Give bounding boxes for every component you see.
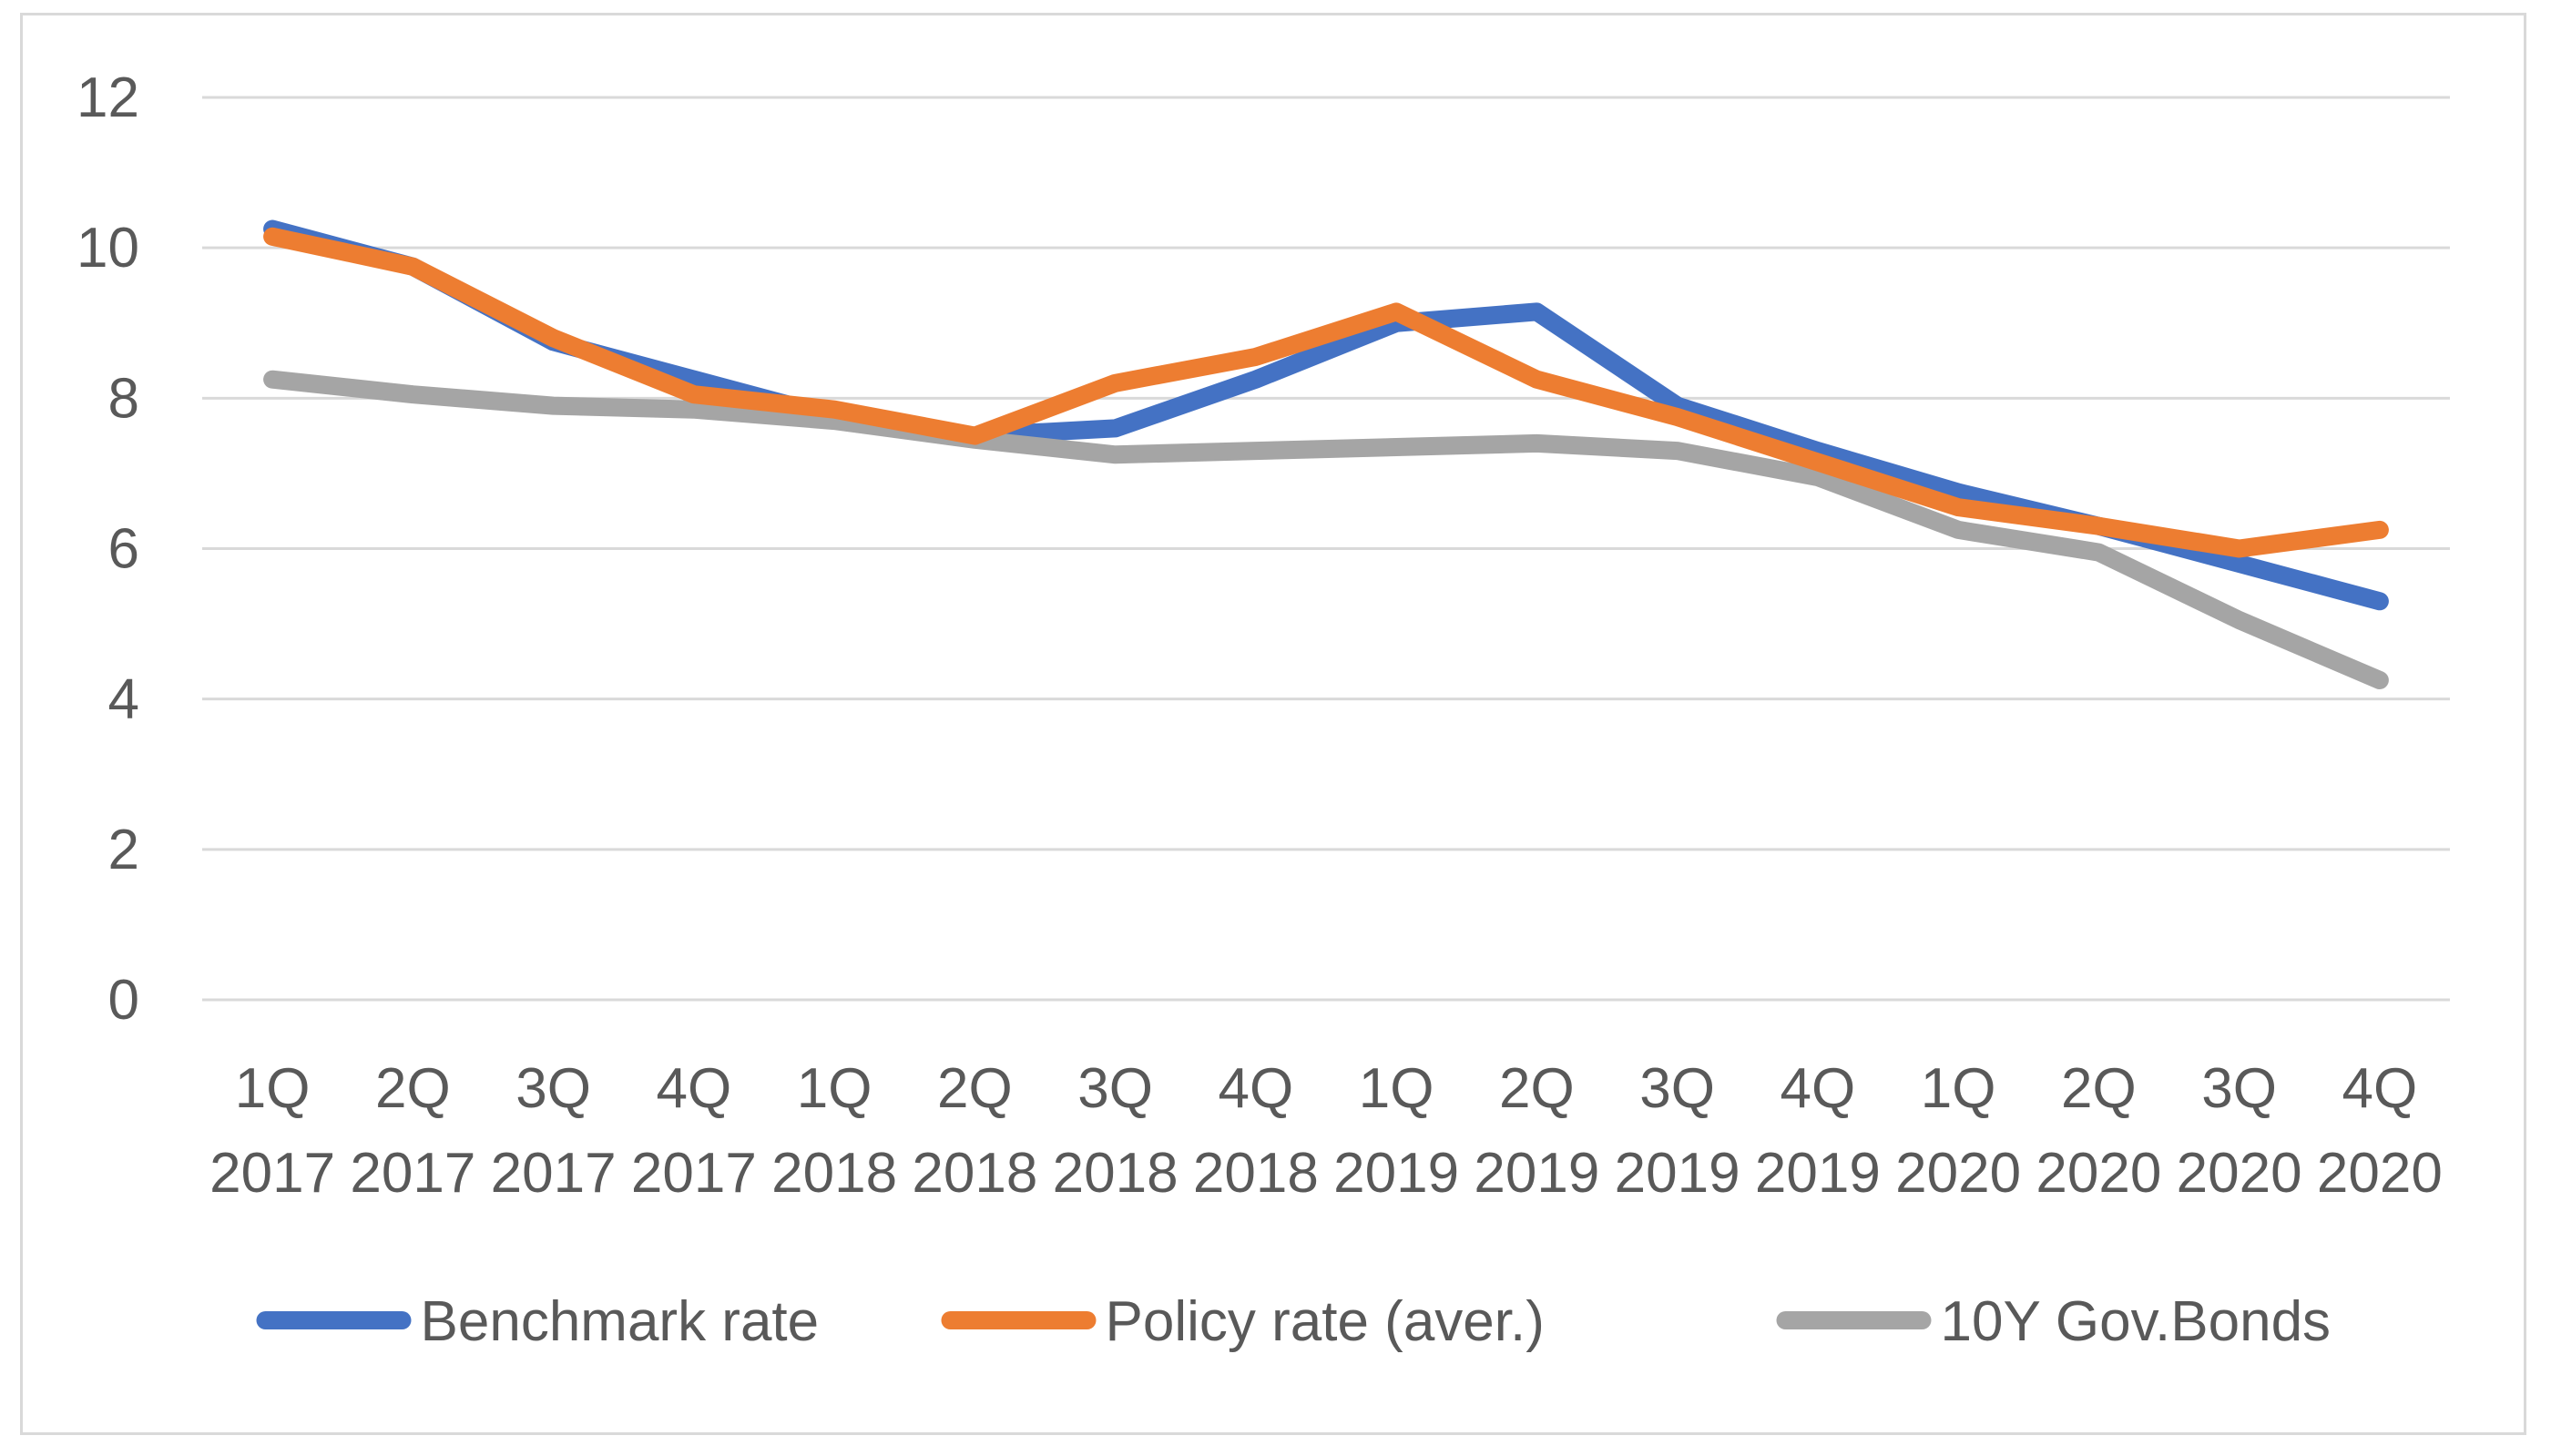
x-tick-label-quarter: 1Q bbox=[235, 1057, 311, 1120]
x-tick-label-year: 2020 bbox=[2317, 1142, 2443, 1205]
x-tick-label-quarter: 3Q bbox=[1639, 1057, 1715, 1120]
x-tick-label-year: 2018 bbox=[912, 1142, 1037, 1205]
series-line-policy-rate-aver bbox=[263, 227, 2389, 558]
x-tick-label-quarter: 3Q bbox=[1077, 1057, 1153, 1120]
x-tick-label-year: 2020 bbox=[2177, 1142, 2302, 1205]
x-tick-label-quarter: 3Q bbox=[515, 1057, 591, 1120]
y-tick-label: 8 bbox=[108, 367, 139, 430]
x-tick-label-year: 2019 bbox=[1333, 1142, 1459, 1205]
x-tick-label-year: 2017 bbox=[350, 1142, 475, 1205]
x-tick-label-quarter: 4Q bbox=[1781, 1057, 1856, 1120]
legend-label-benchmark-rate: Benchmark rate bbox=[421, 1290, 820, 1353]
x-tick-label-year: 2017 bbox=[209, 1142, 335, 1205]
x-tick-label-quarter: 1Q bbox=[1921, 1057, 1996, 1120]
x-tick-label-quarter: 4Q bbox=[1219, 1057, 1294, 1120]
series-line-10y-gov-bonds bbox=[263, 370, 2389, 689]
x-tick-label-year: 2017 bbox=[631, 1142, 757, 1205]
x-tick-label-quarter: 3Q bbox=[2201, 1057, 2277, 1120]
x-tick-label-quarter: 1Q bbox=[797, 1057, 872, 1120]
x-tick-label-year: 2019 bbox=[1755, 1142, 1881, 1205]
x-tick-label-year: 2020 bbox=[2036, 1142, 2161, 1205]
legend-label-policy-rate-aver: Policy rate (aver.) bbox=[1106, 1290, 1545, 1353]
series-lines bbox=[263, 219, 2389, 689]
y-tick-label: 0 bbox=[108, 969, 139, 1032]
x-tick-label-year: 2017 bbox=[491, 1142, 617, 1205]
x-tick-label-quarter: 4Q bbox=[657, 1057, 732, 1120]
y-tick-label: 10 bbox=[77, 217, 139, 280]
x-tick-label-quarter: 4Q bbox=[2342, 1057, 2418, 1120]
x-tick-label-year: 2018 bbox=[1053, 1142, 1179, 1205]
x-tick-label-quarter: 2Q bbox=[375, 1057, 451, 1120]
x-tick-label-quarter: 1Q bbox=[1359, 1057, 1434, 1120]
x-tick-label-year: 2020 bbox=[1895, 1142, 2021, 1205]
y-tick-label: 2 bbox=[108, 819, 139, 881]
x-tick-label-quarter: 2Q bbox=[1499, 1057, 1575, 1120]
x-tick-label-year: 2018 bbox=[771, 1142, 897, 1205]
legend: Benchmark rate Policy rate (aver.) 10Y Gov… bbox=[256, 1290, 2332, 1353]
legend-label-10y-gov-bonds: 10Y Gov.Bonds bbox=[1941, 1290, 2332, 1353]
y-axis-ticks: 0 2 4 6 8 10 12 bbox=[77, 66, 139, 1032]
y-tick-label: 4 bbox=[108, 668, 139, 731]
x-tick-label-year: 2019 bbox=[1474, 1142, 1599, 1205]
gridlines bbox=[202, 96, 2450, 1002]
y-tick-label: 6 bbox=[108, 518, 139, 581]
y-tick-label: 12 bbox=[77, 66, 139, 129]
x-tick-label-year: 2018 bbox=[1193, 1142, 1319, 1205]
x-tick-label-quarter: 2Q bbox=[937, 1057, 1013, 1120]
x-tick-label-year: 2019 bbox=[1615, 1142, 1740, 1205]
x-axis-ticks: 1Q 2017 2Q 2017 3Q 2017 4Q 2017 1Q 2018 2Q 2018 3Q 20… bbox=[209, 1057, 2443, 1205]
chart-area bbox=[20, 13, 2526, 1435]
x-tick-label-quarter: 2Q bbox=[2061, 1057, 2137, 1120]
